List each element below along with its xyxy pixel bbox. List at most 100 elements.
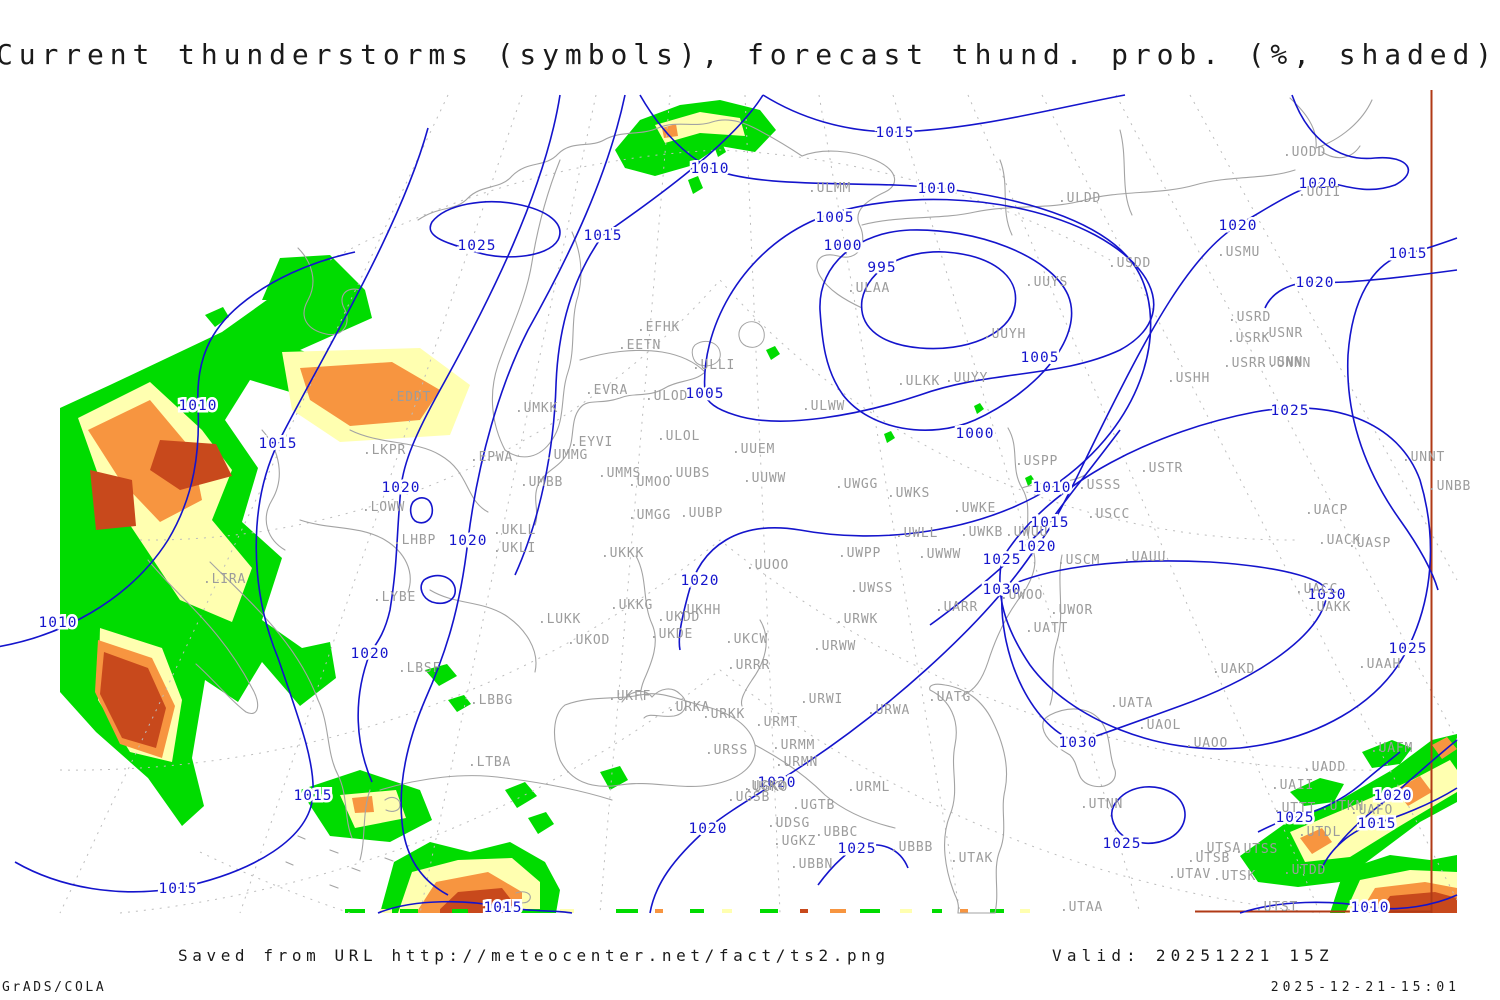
station-label: .USSS: [1078, 478, 1121, 493]
isobar-label: 1005: [816, 210, 855, 226]
station-label: .USDD: [1108, 256, 1151, 271]
station-label: .LIRA: [203, 572, 246, 587]
station-label: .UWKE: [953, 501, 996, 516]
station-label: .ULDD: [1058, 191, 1101, 206]
probability-shading-layer: [60, 100, 1457, 913]
isobar-label: 1025: [1276, 810, 1315, 826]
station-label: .USNN: [1260, 355, 1303, 370]
station-label: .UAFO: [1350, 803, 1393, 818]
station-label: .UKKK: [601, 546, 644, 561]
station-label: .UAUU: [1123, 550, 1166, 565]
isobar-label: 1030: [1308, 587, 1347, 603]
station-label: .UWKS: [887, 486, 930, 501]
isobar-label: 1025: [1271, 403, 1310, 419]
station-label: .UTDL: [1298, 825, 1341, 840]
isobar-label: 1020: [1299, 176, 1338, 192]
station-label: .UAKD: [1212, 662, 1255, 677]
station-label: .UUYH: [983, 327, 1026, 342]
isobar-label: 1020: [681, 573, 720, 589]
station-label: .UODD: [1283, 145, 1326, 160]
station-label: .UWOR: [1050, 603, 1093, 618]
station-label: .LKPR: [363, 443, 406, 458]
isobar-label: 1000: [824, 238, 863, 254]
station-label: .EFHK: [637, 320, 680, 335]
station-label: .UBBB: [890, 840, 933, 855]
station-label: .EVRA: [585, 383, 628, 398]
station-label: .UNBB: [1428, 479, 1471, 494]
station-label: .UMKK: [515, 401, 558, 416]
station-label: .UWOO: [1000, 588, 1043, 603]
station-label: .ULWW: [802, 399, 845, 414]
station-label: .LHBP: [393, 533, 436, 548]
station-label: .EDDT: [388, 390, 431, 405]
station-label: .LUKK: [538, 612, 581, 627]
station-label: .URKK: [702, 707, 745, 722]
station-label: .UNNN: [1268, 356, 1311, 371]
station-label: .UMBB: [520, 475, 563, 490]
station-label: .UKLL: [493, 523, 536, 538]
station-label: .UACC: [1295, 582, 1338, 597]
isobar-label: 1030: [1059, 735, 1098, 751]
station-label: .UAII: [1271, 778, 1314, 793]
isobar-label: 1010: [39, 615, 78, 631]
station-label: .UAAH: [1358, 657, 1401, 672]
station-label: .UWGG: [835, 477, 878, 492]
station-label: .UWKB: [960, 525, 1003, 540]
isobar-label: 1010: [1351, 900, 1390, 916]
station-label: .UUOO: [746, 558, 789, 573]
station-label: .URWW: [813, 639, 856, 654]
station-label: .UWLL: [895, 526, 938, 541]
station-label: .LBBG: [470, 693, 513, 708]
station-label: .USCC: [1087, 507, 1130, 522]
station-label: .URMN: [775, 755, 818, 770]
station-label: .UGSB: [727, 790, 770, 805]
station-label: .LTBA: [468, 755, 511, 770]
station-label: .UTAV: [1168, 867, 1211, 882]
isobar-label: 1010: [1033, 480, 1072, 496]
station-label: .UWPP: [838, 546, 881, 561]
station-label: .UATT: [1025, 621, 1068, 636]
isobar-label: 1010: [179, 398, 218, 414]
isobar-label: 1010: [691, 161, 730, 177]
isobar-label: 1005: [1021, 350, 1060, 366]
station-label: .UTAK: [950, 851, 993, 866]
isobar-label: 1015: [259, 436, 298, 452]
station-label: .UUWW: [743, 471, 786, 486]
station-label: .USHH: [1167, 371, 1210, 386]
station-label: .UNNT: [1402, 450, 1445, 465]
station-label: .URRR: [727, 658, 770, 673]
station-label: .ULAA: [847, 281, 890, 296]
isobar-label: 1015: [584, 228, 623, 244]
isobar-label: 1020: [1219, 218, 1258, 234]
station-label: .UGTB: [792, 798, 835, 813]
isobar-label: 1015: [1031, 515, 1070, 531]
station-label: .USRD: [1228, 310, 1271, 325]
isobar-label: 1020: [1018, 539, 1057, 555]
isobar-label: 1020: [1296, 275, 1335, 291]
station-label: .USMU: [1217, 245, 1260, 260]
station-label: .UTAA: [1060, 900, 1103, 915]
isobar-layer: [0, 94, 1458, 914]
isobar-label: 1015: [294, 788, 333, 804]
isobar-label: 1010: [918, 181, 957, 197]
station-label: .LOWW: [362, 500, 405, 515]
isobar-label: 995: [867, 260, 896, 276]
station-label: .UTDD: [1283, 863, 1326, 878]
station-label: .UUYY: [945, 371, 988, 386]
station-label: .UGKO: [745, 780, 788, 795]
station-label: .ULMM: [808, 181, 851, 196]
station-label: .UBBN: [790, 857, 833, 872]
station-label: .UAOL: [1138, 718, 1181, 733]
station-label: .UBBC: [815, 825, 858, 840]
station-label: .UMMS: [598, 466, 641, 481]
station-label: .UGKO: [743, 779, 786, 794]
isobar-label: 1020: [382, 480, 421, 496]
station-labels-layer: .EDDT .LKPR .EPWA .UMKK .EVRA .EETN .EFHK .ULLI…: [203, 145, 1471, 915]
station-label: .UWUU: [1005, 525, 1048, 540]
station-label: .UKKG: [610, 598, 653, 613]
station-label: .UMMG: [545, 448, 588, 463]
station-label: .UAOO: [1185, 736, 1228, 751]
station-label: .UKCW: [725, 632, 768, 647]
